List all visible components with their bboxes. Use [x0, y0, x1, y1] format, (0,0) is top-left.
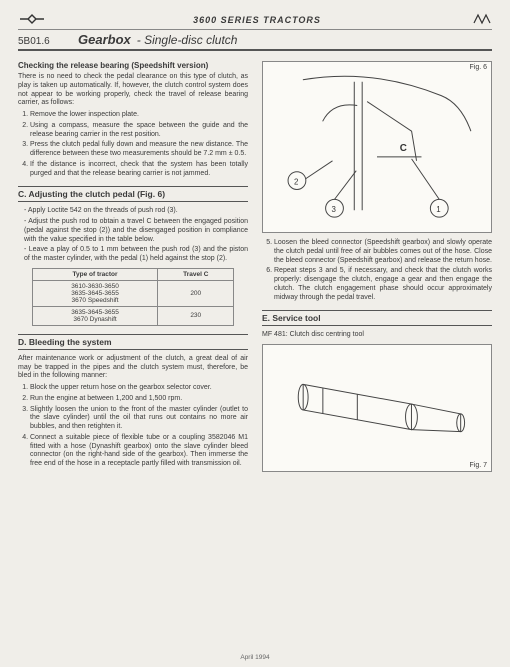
list-item: Run the engine at between 1,200 and 1,50… [30, 395, 248, 404]
section-d-intro: After maintenance work or adjustment of … [18, 355, 248, 381]
right-column: Fig. 6 C 1 2 [262, 61, 492, 472]
list-item: Apply Loctite 542 on the threads of push… [24, 207, 248, 216]
callout-1: 1 [436, 205, 440, 214]
section-c-heading: C. Adjusting the clutch pedal (Fig. 6) [18, 186, 248, 202]
checking-intro: There is no need to check the pedal clea… [18, 73, 248, 108]
figure-6-label: Fig. 6 [469, 64, 487, 71]
tool-caption: MF 481: Clutch disc centring tool [262, 331, 492, 338]
callout-2: 2 [294, 178, 298, 187]
section-d-steps: Block the upper return hose on the gearb… [18, 384, 248, 469]
figure-7-diagram [263, 345, 491, 471]
list-item: Remove the lower inspection plate. [30, 111, 248, 120]
section-d-steps-cont: Loosen the bleed connector (Speedshift g… [262, 239, 492, 302]
checking-heading: Checking the release bearing (Speedshift… [18, 61, 248, 70]
table-cell: 3610-3630-3650 3635-3645-3655 3670 Speed… [32, 280, 158, 306]
page-header: 3600 SERIES TRACTORS [18, 12, 492, 30]
page-footer: April 1994 [0, 654, 510, 661]
title-row: 5B01.6 Gearbox - Single-disc clutch [18, 30, 492, 51]
list-item: Connect a suitable piece of flexible tub… [30, 434, 248, 469]
list-item: Repeat steps 3 and 5, if necessary, and … [274, 267, 492, 302]
brand-logo-icon [462, 13, 492, 27]
wrench-icon [18, 12, 52, 28]
list-item: Block the upper return hose on the gearb… [30, 384, 248, 393]
list-item: If the distance is incorrect, check that… [30, 161, 248, 179]
table-cell: 200 [158, 280, 234, 306]
figure-6-diagram: C 1 2 3 [263, 62, 491, 232]
callout-3: 3 [332, 205, 337, 214]
table-header: Travel C [158, 268, 234, 280]
list-item: Press the clutch pedal fully down and me… [30, 141, 248, 159]
list-item: Loosen the bleed connector (Speedshift g… [274, 239, 492, 265]
list-item: Adjust the push rod to obtain a travel C… [24, 218, 248, 244]
table-cell: 230 [158, 306, 234, 325]
figure-7-label: Fig. 7 [469, 462, 487, 469]
list-item: Leave a play of 0.5 to 1 mm between the … [24, 246, 248, 264]
page-subtitle: - Single-disc clutch [137, 33, 238, 47]
series-title: 3600 SERIES TRACTORS [52, 15, 462, 25]
list-item: Slightly loosen the union to the front o… [30, 406, 248, 432]
travel-table: Type of tractor Travel C 3610-3630-3650 … [32, 268, 234, 326]
list-item: Using a compass, measure the space betwe… [30, 122, 248, 140]
figure-6: Fig. 6 C 1 2 [262, 61, 492, 233]
table-header: Type of tractor [32, 268, 158, 280]
callout-c: C [400, 143, 407, 154]
page-code: 5B01.6 [18, 36, 78, 47]
section-e-heading: E. Service tool [262, 310, 492, 326]
checking-steps: Remove the lower inspection plate. Using… [18, 111, 248, 178]
section-c-bullets: Apply Loctite 542 on the threads of push… [18, 207, 248, 264]
left-column: Checking the release bearing (Speedshift… [18, 61, 248, 472]
table-cell: 3635-3645-3655 3670 Dynashift [32, 306, 158, 325]
figure-7: Fig. 7 [262, 344, 492, 472]
section-d-heading: D. Bleeding the system [18, 334, 248, 350]
page-title: Gearbox [78, 32, 131, 47]
